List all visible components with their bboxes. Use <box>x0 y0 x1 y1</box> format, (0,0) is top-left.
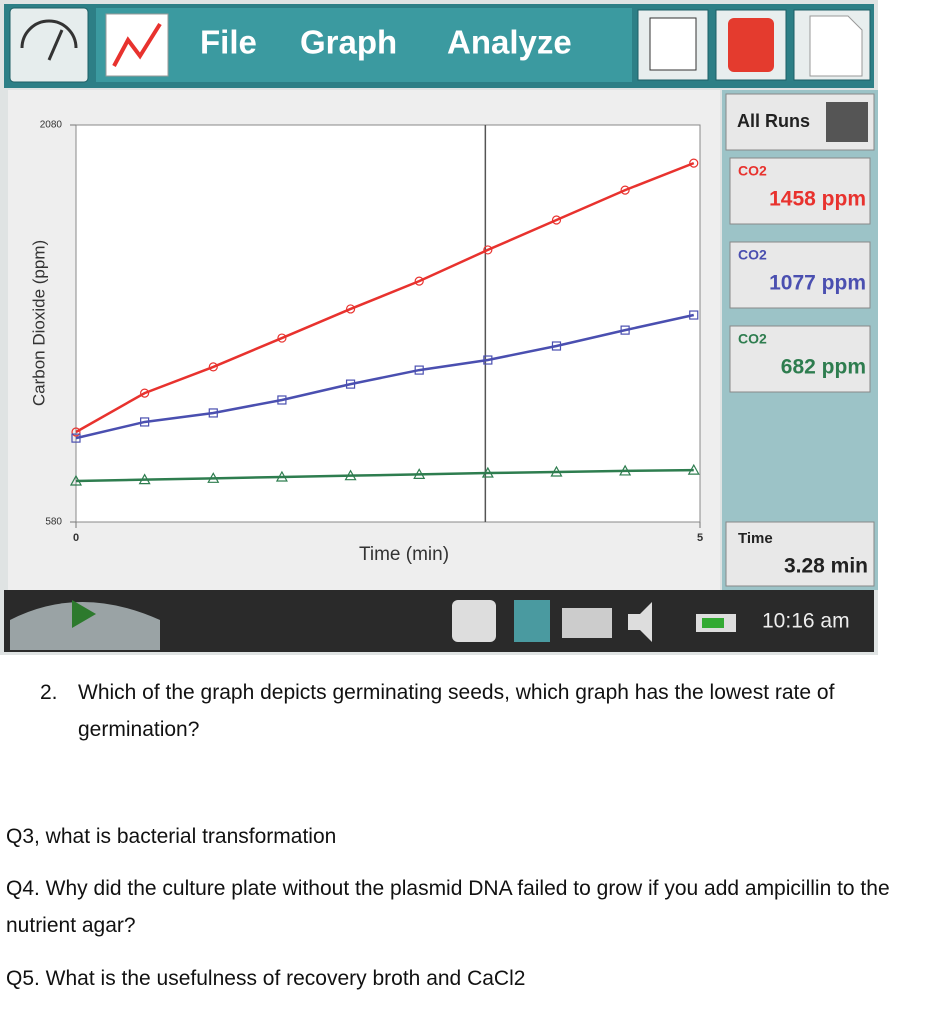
start-button[interactable] <box>10 602 160 650</box>
gauge-icon <box>20 19 78 49</box>
marker <box>277 333 287 343</box>
meter-tab[interactable] <box>9 7 89 83</box>
marker <box>620 185 630 195</box>
menu-item[interactable]: Analyze <box>447 24 572 61</box>
marker <box>208 408 218 418</box>
marker <box>483 245 493 255</box>
all-runs-label: All Runs <box>737 111 810 131</box>
marker <box>550 465 563 477</box>
marker <box>551 215 562 225</box>
plot-area <box>75 124 701 523</box>
file-icon <box>809 15 863 77</box>
time-meter-label: Time <box>738 530 773 547</box>
marker <box>345 379 356 389</box>
series-line <box>75 468 694 483</box>
sensor-meter[interactable] <box>729 157 871 225</box>
gauge-needle <box>47 29 64 61</box>
home-icon[interactable] <box>452 600 496 642</box>
marker <box>689 310 699 320</box>
sensor-meter-label: CO2 <box>738 163 767 179</box>
x-axis-label: Time (min) <box>359 544 449 565</box>
marker <box>207 472 220 483</box>
sensor-meter-value: 1077 ppm <box>769 272 866 295</box>
sensor-meter[interactable] <box>729 241 871 309</box>
series-line <box>75 313 695 440</box>
clock: 10:16 am <box>762 610 850 633</box>
sensor-meter-value: 682 ppm <box>781 356 866 379</box>
table-icon <box>649 17 697 71</box>
marker <box>277 395 287 405</box>
sensor-meter-label: CO2 <box>738 247 767 263</box>
question-number: 2. <box>40 681 58 704</box>
marker <box>140 388 150 398</box>
sensor-meter-label: CO2 <box>738 331 767 347</box>
battery-level <box>702 618 724 628</box>
marker <box>140 417 150 427</box>
volume-icon[interactable] <box>628 602 652 642</box>
time-meter[interactable] <box>725 521 875 587</box>
y-axis-label: Carbon Dioxide (ppm) <box>29 240 48 406</box>
x-tick-label: 0 <box>73 532 79 544</box>
question-text: Q4. Why did the culture plate without th… <box>6 877 890 937</box>
time-meter-value: 3.28 min <box>784 555 868 578</box>
graph-icon-line <box>112 22 162 67</box>
y-tick-label: 2080 <box>40 120 63 131</box>
play-icon <box>72 600 96 628</box>
question-text: Q3, what is bacterial transformation <box>6 825 337 848</box>
calculator-icon[interactable] <box>514 600 550 642</box>
sensor-meter[interactable] <box>729 325 871 393</box>
graph-tab[interactable] <box>96 8 632 82</box>
marker <box>345 304 356 314</box>
x-tick-label: 5 <box>697 532 703 544</box>
marker <box>687 463 700 475</box>
question-text: Which of the graph depicts germinating s… <box>78 681 835 741</box>
menu-item[interactable]: File <box>200 24 257 61</box>
marker <box>414 365 424 375</box>
marker <box>619 464 632 476</box>
series-line <box>75 161 695 434</box>
marker <box>551 341 562 351</box>
marker <box>414 276 424 286</box>
marker <box>344 469 357 481</box>
marker <box>481 466 494 478</box>
notes-icon <box>728 18 774 72</box>
menu-item[interactable]: Graph <box>300 24 397 61</box>
y-tick-label: 580 <box>45 517 62 528</box>
runs-icon <box>826 102 868 142</box>
keyboard-icon[interactable] <box>562 608 612 638</box>
marker <box>138 473 151 485</box>
marker <box>275 470 288 482</box>
marker <box>71 433 81 443</box>
marker <box>71 427 81 437</box>
marker <box>689 158 699 168</box>
marker <box>208 362 218 372</box>
marker <box>620 325 630 335</box>
labquest-screenshot: File Graph Analyze Carbon Dioxide (ppm) … <box>0 0 878 655</box>
marker <box>413 468 426 479</box>
question-text: Q5. What is the usefulness of recovery b… <box>6 967 526 990</box>
sensor-meter-value: 1458 ppm <box>769 188 866 211</box>
marker <box>483 355 493 365</box>
marker <box>69 474 83 486</box>
